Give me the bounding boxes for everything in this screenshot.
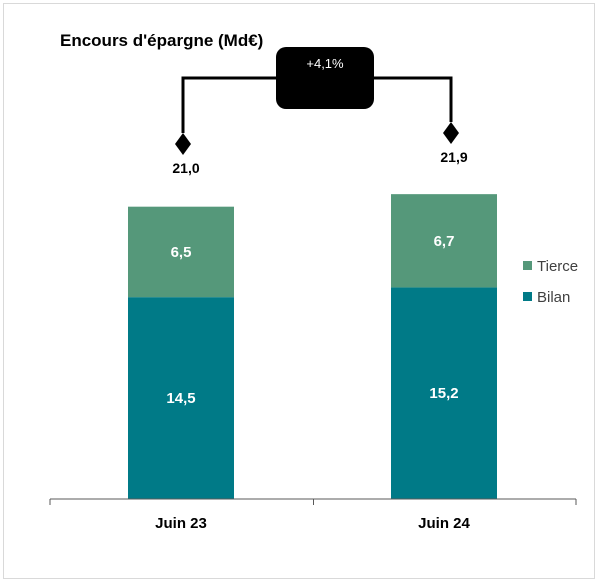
legend-label-bilan: Bilan — [537, 289, 570, 306]
x-tick-label-2: Juin 24 — [418, 515, 470, 532]
data-label-bilan-2: 15,2 — [429, 385, 458, 402]
total-label-2: 21,9 — [440, 149, 467, 165]
legend-label-tierce: Tierce — [537, 258, 578, 275]
total-markers: 21,0 21,9 +4,1% — [172, 47, 468, 176]
legend-swatch-bilan — [523, 292, 532, 301]
total-marker-1 — [175, 133, 191, 155]
data-label-tierce-2: 6,7 — [434, 233, 455, 250]
bar-tierce-1 — [128, 206, 234, 298]
legend-swatch-tierce — [523, 261, 532, 270]
variation-badge — [276, 47, 374, 109]
total-marker-2 — [443, 122, 459, 144]
data-label-tierce-1: 6,5 — [171, 244, 192, 261]
total-label-1: 21,0 — [172, 160, 199, 176]
bar-bilan-2 — [391, 287, 497, 499]
data-label-bilan-1: 14,5 — [166, 390, 195, 407]
bar-tierce-2 — [391, 194, 497, 288]
bar-bilan-1 — [128, 297, 234, 499]
x-tick-label-1: Juin 23 — [155, 515, 207, 532]
legend: Tierce Bilan — [523, 258, 578, 306]
variation-label: +4,1% — [306, 56, 344, 71]
x-axis: Juin 23 Juin 24 — [49, 498, 577, 532]
chart-title: Encours d'épargne (Md€) — [60, 31, 263, 50]
bars: 14,5 6,5 15,2 6,7 — [128, 194, 497, 499]
